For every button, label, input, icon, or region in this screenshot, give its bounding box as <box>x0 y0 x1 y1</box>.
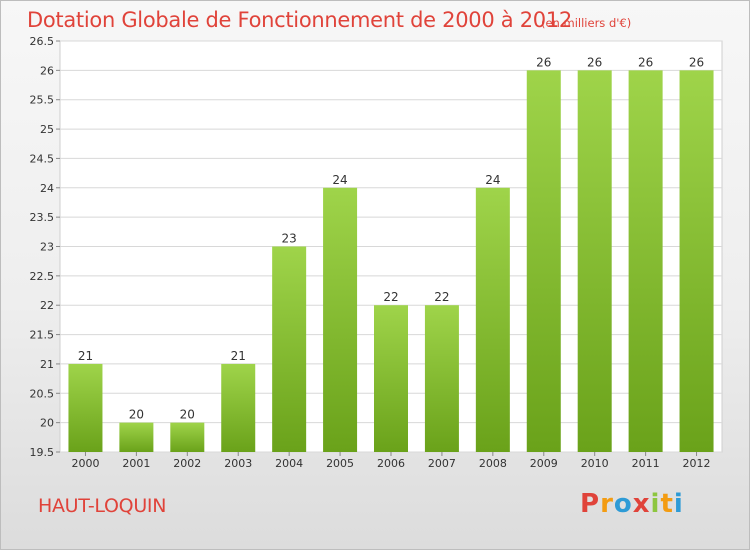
bar-2002 <box>170 422 205 452</box>
chart-title: Dotation Globale de Fonctionnement de 20… <box>27 8 572 32</box>
y-tick-label: 26 <box>40 64 54 77</box>
logo-letter: P <box>580 489 601 519</box>
value-label-2000: 21 <box>78 349 93 363</box>
y-tick-label: 20 <box>40 417 54 430</box>
x-tick-label-2004: 2004 <box>275 457 303 470</box>
bar-2006 <box>374 305 408 452</box>
logo-letter: x <box>632 489 651 519</box>
y-tick-label: 26.5 <box>30 35 55 48</box>
bar-2001 <box>119 422 154 452</box>
bar-2007 <box>424 305 459 452</box>
value-label-2005: 24 <box>332 173 347 187</box>
x-tick-label-2009: 2009 <box>530 457 558 470</box>
bar-2000 <box>68 363 103 452</box>
x-tick-label-2010: 2010 <box>581 457 609 470</box>
chart-subtitle: (en milliers d'€) <box>541 16 632 30</box>
bar-2008 <box>475 187 510 453</box>
x-tick-label-2011: 2011 <box>632 457 660 470</box>
value-label-2001: 20 <box>129 408 144 422</box>
value-label-2003: 21 <box>231 349 246 363</box>
x-tick-label-2005: 2005 <box>326 457 354 470</box>
y-tick-label: 24 <box>40 182 54 195</box>
bar-2012 <box>679 70 714 452</box>
y-tick-label: 22.5 <box>30 270 55 283</box>
y-axis: 19.5 20 20.5 21 21.5 22 22.5 23 23.5 24 24.5 25 25.5… <box>30 35 60 459</box>
x-tick-label-2006: 2006 <box>377 457 405 470</box>
y-tick-label: 22 <box>40 299 54 312</box>
y-tick-label: 20.5 <box>30 387 55 400</box>
logo-letter: t <box>660 489 674 519</box>
value-label-2011: 26 <box>638 55 653 69</box>
y-tick-label: 25.5 <box>30 94 55 107</box>
y-tick-label: 23.5 <box>30 211 55 224</box>
bar-2003 <box>221 363 256 452</box>
x-tick-label-2000: 2000 <box>71 457 99 470</box>
bar-2011 <box>628 70 663 452</box>
x-tick-label-2007: 2007 <box>428 457 456 470</box>
y-tick-label: 23 <box>40 241 54 254</box>
commune-name: HAUT-LOQUIN <box>38 495 167 517</box>
x-tick-label-2008: 2008 <box>479 457 507 470</box>
logo-letter: i <box>673 489 684 519</box>
bar-2010 <box>577 70 612 452</box>
y-tick-label: 21.5 <box>30 329 55 342</box>
y-tick-label: 25 <box>40 123 54 136</box>
x-tick-label-2002: 2002 <box>173 457 201 470</box>
bar-2005 <box>323 187 358 453</box>
value-label-2002: 20 <box>180 408 195 422</box>
logo-letter: o <box>613 489 633 519</box>
x-tick-label-2003: 2003 <box>224 457 252 470</box>
value-label-2009: 26 <box>536 55 551 69</box>
proxiti-logo: Proxiti <box>580 489 684 519</box>
value-label-2010: 26 <box>587 55 602 69</box>
x-axis: 2000 2001 2002 2003 2004 2005 2006 2007 2008 2009… <box>71 452 711 470</box>
value-label-2008: 24 <box>485 173 500 187</box>
bar-2004 <box>272 246 307 452</box>
value-label-2006: 22 <box>383 290 398 304</box>
value-label-2007: 22 <box>434 290 449 304</box>
value-label-2012: 26 <box>689 55 704 69</box>
logo-letter: i <box>650 489 661 519</box>
bars: 21 20 20 21 23 24 22 22 24 26 26 26 26 <box>68 55 714 453</box>
bar-2009 <box>526 70 561 452</box>
y-tick-label: 24.5 <box>30 152 55 165</box>
logo-letter: r <box>600 489 614 519</box>
value-label-2004: 23 <box>282 232 297 246</box>
y-tick-label: 19.5 <box>30 446 55 459</box>
x-tick-label-2001: 2001 <box>122 457 150 470</box>
x-tick-label-2012: 2012 <box>683 457 711 470</box>
y-tick-label: 21 <box>40 358 54 371</box>
